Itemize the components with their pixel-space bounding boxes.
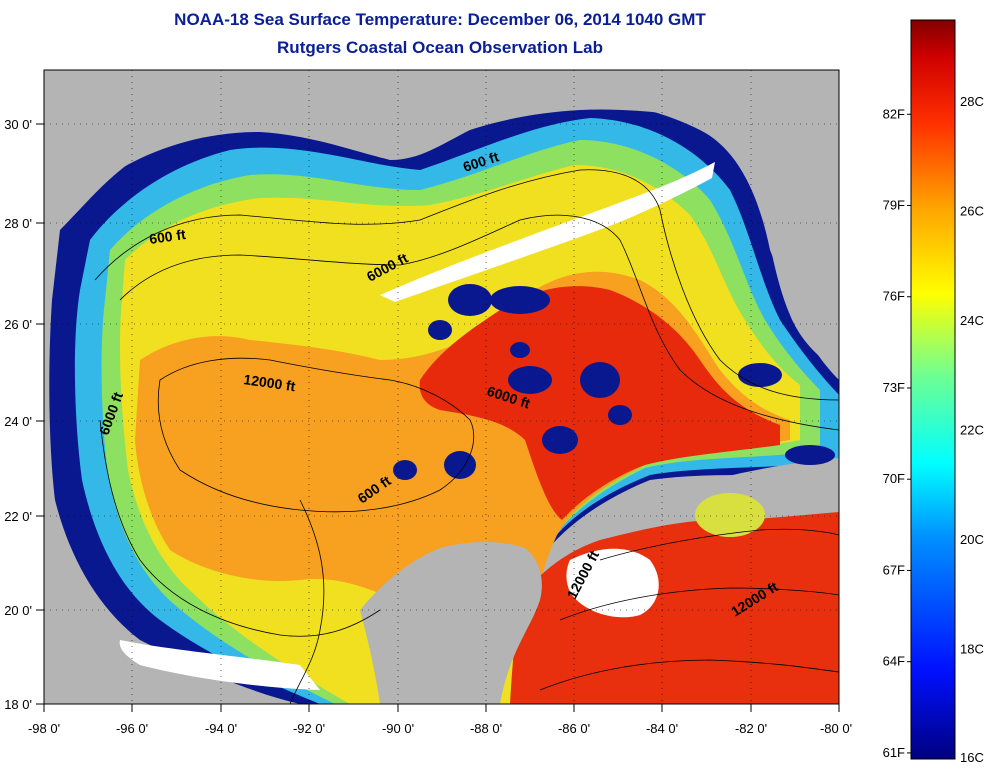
contour-label-12000ft-basin: 12000 ft	[243, 371, 297, 394]
colorbar-fahrenheit-label: 64F	[883, 654, 905, 669]
lon-label: -96 0'	[116, 721, 148, 736]
lat-label: 22 0'	[4, 509, 32, 524]
lat-label: 26 0'	[4, 317, 32, 332]
cold-eddies	[393, 284, 835, 480]
lat-label: 18 0'	[4, 697, 32, 712]
colorbar-celsius-label: 26C	[960, 204, 984, 219]
colorbar-celsius-labels: 16C 18C 20C 22C 24C 26C 28C	[960, 94, 984, 765]
lon-label: -98 0'	[28, 721, 60, 736]
florida-peninsula	[740, 70, 839, 370]
lon-label: -88 0'	[470, 721, 502, 736]
colorbar-fahrenheit-label: 76F	[883, 289, 905, 304]
colorbar-celsius-label: 24C	[960, 313, 984, 328]
cloud-streak	[380, 162, 715, 302]
bathymetry-contours	[94, 169, 839, 704]
colorbar-ticks	[907, 113, 911, 754]
colorbar-celsius-label: 22C	[960, 423, 984, 438]
lon-label: -90 0'	[382, 721, 414, 736]
lat-lon-grid	[44, 70, 839, 704]
cloud-patch-caribbean	[566, 548, 659, 618]
map-subtitle: Rutgers Coastal Ocean Observation Lab	[277, 38, 603, 57]
latitude-labels: 18 0' 20 0' 22 0' 24 0' 26 0' 28 0' 30 0…	[4, 117, 32, 712]
map-panel: 600 ft 600 ft 6000 ft 12000 ft 6000 ft 6…	[44, 70, 839, 704]
us-gulf-coast-land	[44, 70, 740, 240]
colorbar-celsius-label: 16C	[960, 750, 984, 765]
lon-label: -92 0'	[293, 721, 325, 736]
lon-label: -94 0'	[205, 721, 237, 736]
colorbar-fahrenheit-label: 67F	[883, 562, 905, 577]
lon-label: -86 0'	[558, 721, 590, 736]
lon-label: -82 0'	[735, 721, 767, 736]
colorbar-celsius-label: 28C	[960, 94, 984, 109]
colorbar-fahrenheit-label: 82F	[883, 106, 905, 121]
colorbar	[910, 19, 956, 760]
lon-label: -84 0'	[646, 721, 678, 736]
longitude-labels: -98 0' -96 0' -94 0' -92 0' -90 0' -88 0…	[28, 721, 852, 736]
cloud-patch-yucatan	[119, 640, 320, 690]
cuba-shelf-warm	[695, 493, 765, 537]
lat-label: 28 0'	[4, 216, 32, 231]
colorbar-fahrenheit-label: 73F	[883, 380, 905, 395]
colorbar-fahrenheit-labels: 61F 64F 67F 70F 73F 76F 79F 82F	[883, 106, 905, 760]
lat-label: 30 0'	[4, 117, 32, 132]
colorbar-fahrenheit-label: 79F	[883, 198, 905, 213]
contour-label-600ft-west: 600 ft	[148, 226, 187, 247]
mexico-coast-land	[44, 240, 130, 704]
axis-ticks	[36, 123, 840, 712]
colorbar-fahrenheit-label: 70F	[883, 471, 905, 486]
lat-label: 24 0'	[4, 414, 32, 429]
lon-label: -80 0'	[820, 721, 852, 736]
map-frame	[43, 69, 840, 705]
colorbar-fahrenheit-label: 61F	[883, 745, 905, 760]
loop-current-red	[419, 286, 780, 520]
colorbar-celsius-label: 20C	[960, 532, 984, 547]
yucatan-peninsula	[360, 542, 542, 704]
map-title: NOAA-18 Sea Surface Temperature: Decembe…	[174, 10, 706, 29]
colorbar-celsius-label: 18C	[960, 642, 984, 657]
lat-label: 20 0'	[4, 603, 32, 618]
